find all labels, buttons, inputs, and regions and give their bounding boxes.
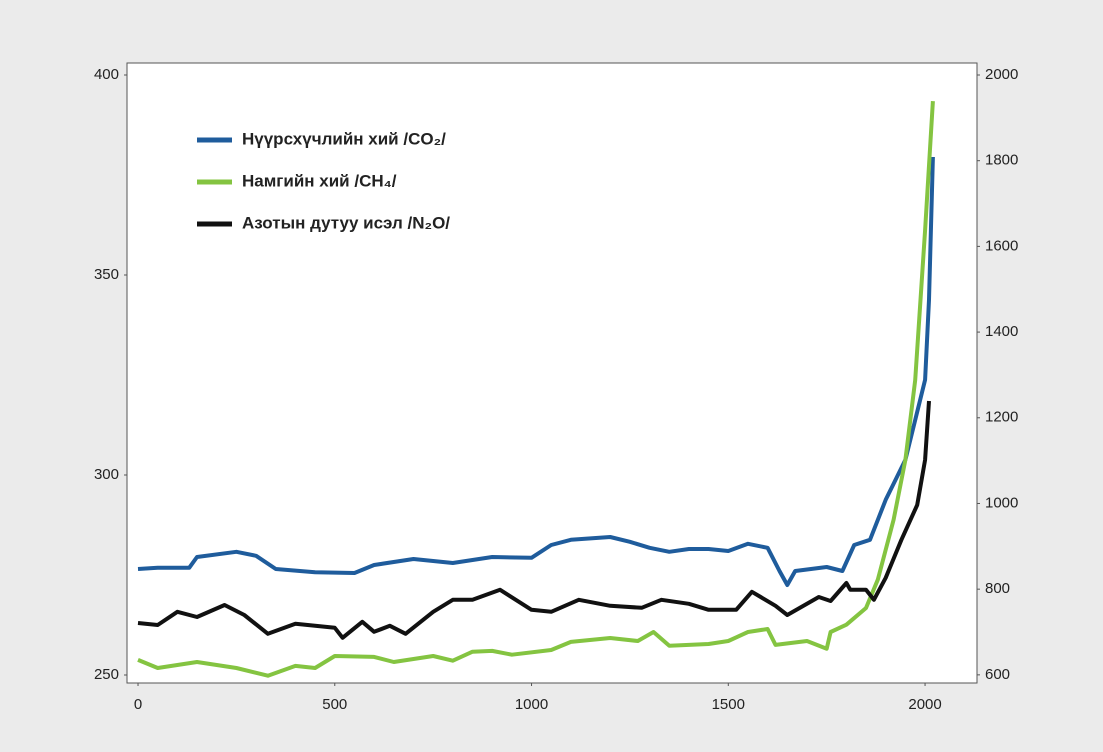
x-tick-label: 1500 <box>712 696 745 713</box>
y-tick-label: 350 <box>94 266 119 283</box>
legend-label: Намгийн хий /CH₄/ <box>242 171 397 190</box>
plot-area <box>126 62 978 684</box>
y2-tick-label: 1600 <box>985 237 1018 254</box>
legend-label: Нүүрсхүчлийн хий /CO₂/ <box>242 129 446 148</box>
legend-label: Азотын дутуу исэл /N₂O/ <box>242 213 450 232</box>
x-tick-label: 0 <box>134 696 142 713</box>
y2-tick-label: 1000 <box>985 494 1018 511</box>
y2-tick-label: 1400 <box>985 323 1018 340</box>
data-line <box>137 100 935 678</box>
x-tick-label: 500 <box>322 696 347 713</box>
y-tick-label: 400 <box>94 66 119 83</box>
y2-tick-label: 1800 <box>985 152 1018 169</box>
y2-tick-label: 2000 <box>985 66 1018 83</box>
y2-tick-label: 1200 <box>985 409 1018 426</box>
y2-tick-label: 600 <box>985 666 1010 683</box>
x-tick-label: 1000 <box>515 696 548 713</box>
data-line <box>137 400 931 640</box>
y-tick-label: 300 <box>94 466 119 483</box>
y-tick-label: 250 <box>94 666 119 683</box>
y2-tick-label: 800 <box>985 580 1010 597</box>
x-tick-label: 2000 <box>908 696 941 713</box>
data-line <box>137 156 935 587</box>
